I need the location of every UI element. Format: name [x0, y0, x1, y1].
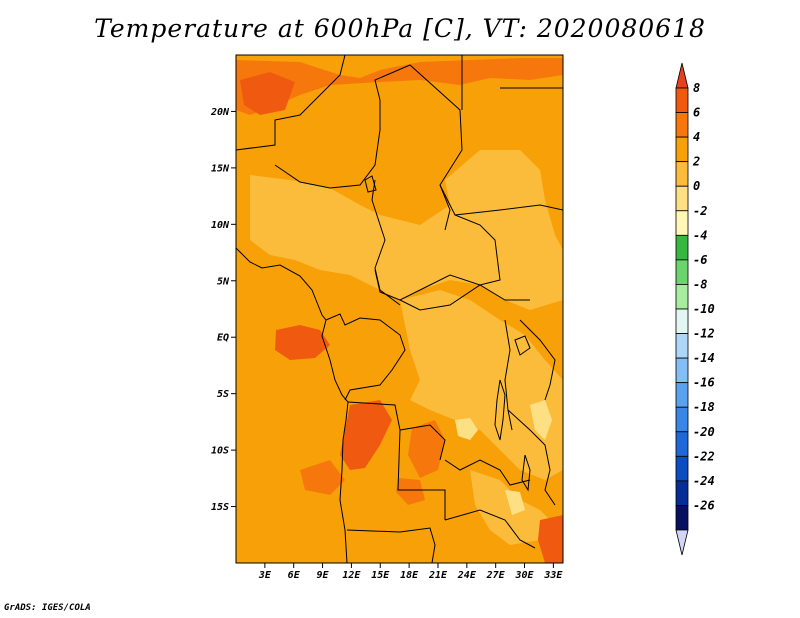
colorbar-segment [675, 431, 689, 457]
colorbar-level-label: -12 [693, 327, 715, 341]
lon-tick-label: 15E [371, 570, 390, 581]
border-zambia-east [444, 459, 531, 486]
border-angola-zambia [397, 429, 446, 520]
footer-credit: GrADS: IGES/COLA [4, 603, 91, 613]
country-borders [235, 54, 564, 564]
colorbar-segment [675, 357, 689, 384]
border-tanzania [507, 409, 556, 506]
colorbar-level-label: -8 [693, 277, 707, 291]
warm-region-gulf [275, 325, 330, 360]
lat-tick-label: EQ [217, 333, 229, 344]
colorbar-level-label: 4 [693, 130, 700, 144]
colorbar-segment [675, 333, 689, 359]
lon-tick-label: 3E [258, 570, 272, 581]
lon-tick-label: 18E [400, 570, 419, 581]
lat-tick-label: 15S [211, 502, 229, 513]
border-sudan-south [454, 204, 564, 216]
cold-patch-3 [505, 490, 525, 515]
colorbar-level-label: -24 [693, 474, 715, 488]
border-mauritania-mali [235, 54, 346, 151]
colorbar-level-label: -10 [693, 302, 715, 316]
lon-tick-label: 24E [457, 570, 477, 581]
colorbar-level-label: -2 [693, 204, 707, 218]
border-east-coast [519, 319, 556, 401]
warm-region-se-corner [538, 515, 563, 563]
map-plot: 20N 15N 10N 5N EQ 5S 10S 15S 3E 6E 9E 12E 15E 18E 21E… [210, 54, 715, 581]
coastline-west [235, 247, 349, 564]
border-niger-chad [371, 179, 401, 306]
warm-region-zambia [408, 420, 445, 478]
colorbar-segment [675, 210, 689, 236]
colorbar-segment [675, 185, 689, 212]
map-title: Temperature at 600hPa [C], VT: 202008061… [94, 14, 706, 43]
colorbar-level-label: 0 [693, 179, 700, 193]
lon-tick-label: 9E [317, 570, 330, 581]
border-namibia [346, 527, 436, 564]
lake-malawi [521, 454, 531, 492]
colorbar-level-label: 6 [693, 106, 700, 120]
colorbar-level-label: -18 [693, 400, 715, 414]
colorbar-level-label: -26 [693, 498, 715, 512]
colorbar-segment [675, 382, 689, 408]
lat-tick-label: 5S [217, 389, 229, 400]
temperature-field [236, 55, 563, 563]
border-mali-niger [274, 64, 463, 231]
colorbar-segment [675, 406, 689, 433]
colorbar-segment [675, 505, 689, 531]
colorbar-segment [675, 87, 689, 113]
warm-region-north [236, 58, 563, 115]
lat-tick-label: 10S [211, 446, 229, 457]
colorbar-segment [675, 234, 689, 261]
colorbar-segment [675, 455, 689, 482]
border-drc-north [399, 284, 530, 311]
cold-patch-1 [455, 418, 478, 440]
colorbar-segment [675, 308, 689, 334]
colorbar-level-label: -20 [693, 425, 715, 439]
border-angola-drc [347, 401, 446, 461]
warm-region-sw [300, 460, 345, 495]
cold-patch-2 [530, 400, 552, 440]
colorbar-level-label: 2 [692, 155, 700, 169]
lake-tanganyika [494, 379, 506, 441]
colorbar-segment [675, 259, 689, 285]
colorbar-segment [675, 136, 689, 163]
colorbar-segment [675, 284, 689, 310]
warm-region-northwest [240, 72, 295, 115]
colorbar-level-label: -16 [693, 376, 715, 390]
border-gabon-congo [325, 313, 406, 401]
colorbar-segment [675, 112, 689, 138]
colorbar-segment [675, 480, 689, 506]
colorbar-level-label: -22 [693, 449, 715, 463]
lat-tick-label: 10N [211, 220, 230, 231]
lat-tick-label: 5N [217, 276, 230, 287]
map-frame [235, 54, 564, 564]
warm-region-angola [340, 400, 392, 470]
colorbar: 8 6 4 2 0 -2 -4 -6 -8 -10 -12 -14 -16 -18 -20 -22 -24 -26 [675, 62, 715, 556]
colorbar-bottom-triangle [675, 529, 689, 556]
warm-region-south [396, 478, 425, 505]
border-drc-east [504, 319, 513, 431]
lake-victoria [514, 335, 531, 356]
lon-tick-label: 27E [486, 570, 506, 581]
colorbar-segment [675, 161, 689, 187]
lat-tick-label: 15N [211, 163, 230, 174]
latitude-axis: 20N 15N 10N 5N EQ 5S 10S 15S [210, 107, 236, 513]
border-zimbabwe [444, 509, 536, 549]
colorbar-level-label: -6 [693, 253, 707, 267]
lon-tick-label: 21E [428, 570, 448, 581]
cool-region-sahel [250, 150, 563, 310]
colorbar-level-label: -14 [693, 351, 715, 365]
colorbar-top-triangle [675, 62, 689, 89]
lon-tick-label: 12E [342, 570, 361, 581]
lon-tick-label: 30E [514, 570, 534, 581]
longitude-axis: 3E 6E 9E 12E 15E 18E 21E 24E 27E 30E 33E [258, 563, 563, 581]
lat-tick-label: 20N [210, 107, 230, 118]
lake-chad [364, 175, 377, 193]
colorbar-level-label: -4 [693, 228, 707, 242]
colorbar-level-label: 8 [693, 81, 700, 95]
lon-tick-label: 33E [543, 570, 563, 581]
lon-tick-label: 6E [288, 570, 301, 581]
